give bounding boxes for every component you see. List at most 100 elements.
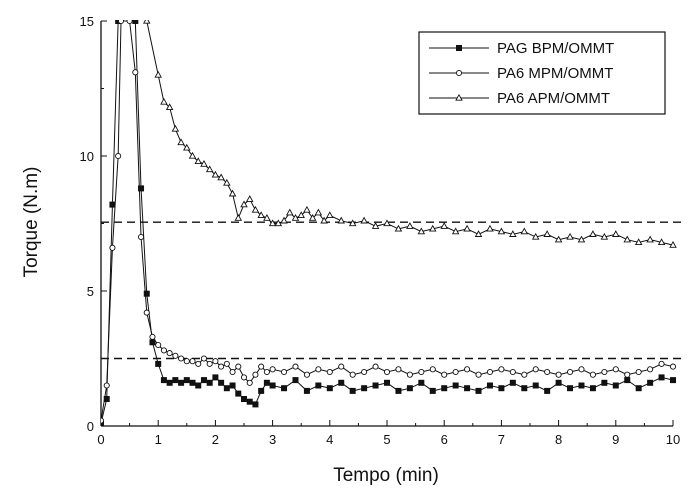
data-point [441, 371, 448, 378]
data-point [212, 358, 219, 365]
data-point [383, 219, 391, 227]
legend-label: PA6 MPM/OMMT [497, 65, 613, 82]
data-point [395, 387, 402, 394]
data-point [589, 230, 597, 237]
data-point [240, 395, 247, 402]
data-point [612, 230, 620, 237]
legend: PAG BPM/OMMT PA6 MPM/OMMT PA6 APM/OMMT [418, 31, 666, 115]
data-point [115, 152, 122, 160]
data-point [509, 368, 516, 376]
data-point [383, 368, 391, 376]
data-point [348, 219, 357, 227]
data-point [171, 124, 180, 132]
data-point [205, 165, 214, 173]
data-point [532, 382, 539, 389]
data-point [292, 363, 299, 370]
data-point [280, 216, 288, 224]
data-point [218, 363, 225, 370]
x-tick-label: 4 [326, 432, 333, 447]
data-point [589, 385, 596, 392]
data-point [555, 379, 562, 386]
data-point [235, 390, 242, 397]
plot-area [101, 20, 677, 427]
data-point [257, 211, 265, 219]
data-point [189, 358, 196, 365]
data-point [183, 377, 190, 384]
data-point [383, 379, 390, 386]
x-tick-label: 3 [269, 432, 276, 447]
data-point [669, 240, 677, 248]
data-point [149, 333, 156, 340]
x-tick-label: 6 [441, 432, 448, 447]
y-tick-label: 0 [87, 419, 94, 434]
data-point [464, 366, 471, 373]
legend-label: PAG BPM/OMMT [497, 40, 614, 57]
data-point [143, 290, 150, 297]
data-point [567, 385, 574, 392]
x-tick-label: 1 [155, 432, 162, 447]
data-point [258, 387, 265, 394]
data-point [498, 385, 505, 392]
data-point [303, 371, 310, 378]
data-point [349, 387, 356, 394]
data-point [223, 178, 231, 186]
data-point [195, 360, 202, 367]
data-point [361, 368, 368, 376]
x-tick-label: 5 [383, 432, 390, 447]
data-point [178, 379, 185, 386]
data-point [166, 379, 173, 386]
data-point [143, 309, 150, 316]
data-point [646, 235, 654, 243]
data-point [252, 371, 259, 378]
data-point [486, 224, 494, 232]
data-point [338, 363, 345, 370]
data-point [263, 379, 270, 386]
x-tick-label: 2 [212, 432, 219, 447]
data-point [315, 382, 322, 389]
data-point [624, 377, 631, 384]
x-tick-label: 7 [498, 432, 505, 447]
data-point [194, 157, 203, 165]
data-point [211, 170, 220, 178]
data-point [578, 382, 585, 389]
data-point [474, 230, 483, 237]
data-point [338, 379, 345, 386]
data-point [440, 222, 448, 229]
data-point [308, 213, 317, 221]
data-point [269, 382, 276, 389]
data-point [126, 20, 133, 25]
data-point [406, 222, 414, 229]
data-point [544, 368, 551, 376]
legend-marker [455, 93, 463, 101]
data-point [578, 366, 585, 373]
data-point [165, 103, 174, 111]
data-point [486, 382, 493, 389]
x-tick-label: 8 [555, 432, 562, 447]
series-pa6-mpm-ommt [101, 20, 677, 424]
data-point [303, 205, 311, 213]
data-point [315, 366, 322, 373]
data-point [303, 387, 310, 394]
data-point [555, 371, 562, 378]
data-point [285, 208, 294, 216]
data-point [532, 366, 539, 373]
data-point [623, 235, 632, 243]
data-point [281, 385, 288, 392]
tick-labels: 0 1 2 3 4 5 6 7 8 9 10 0 5 10 15 [80, 14, 681, 447]
data-point [520, 227, 529, 235]
data-point [218, 379, 225, 386]
x-tick-label: 10 [666, 432, 680, 447]
y-tick-label: 15 [80, 14, 94, 29]
data-point [240, 374, 248, 381]
data-point [544, 387, 551, 394]
data-point [155, 360, 162, 367]
data-point [177, 138, 185, 146]
data-point [326, 368, 333, 376]
data-point [406, 385, 413, 392]
legend-marker [455, 69, 463, 77]
legend-marker [455, 45, 462, 52]
data-point [103, 382, 110, 389]
y-tick-label: 10 [80, 149, 94, 164]
data-point [263, 368, 270, 376]
data-point [160, 347, 167, 354]
